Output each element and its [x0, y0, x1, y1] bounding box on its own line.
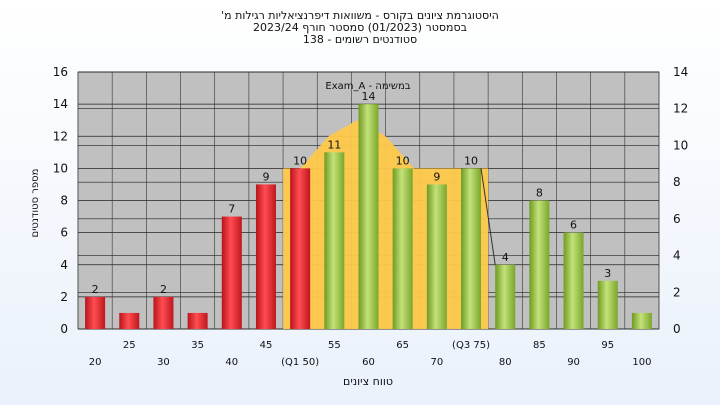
bar-375 — [461, 168, 482, 329]
y-tick-label: 2 — [60, 290, 68, 304]
y2-tick-label: 10 — [673, 138, 688, 152]
x-tick-label: 40 — [225, 357, 238, 368]
y-tick-label: 10 — [53, 161, 68, 175]
bar-80 — [495, 264, 516, 329]
bar-70 — [426, 184, 447, 329]
y2-tick-label: 14 — [673, 65, 688, 79]
y2-tick-label: 8 — [673, 175, 681, 189]
x-tick-label: 95 — [601, 340, 614, 351]
x-tick-label: 85 — [533, 340, 546, 351]
x-tick-label: 25 — [123, 340, 136, 351]
bar-30 — [153, 296, 174, 329]
x-tick-label: 30 — [157, 357, 170, 368]
bar-90 — [563, 232, 584, 329]
bar-65 — [392, 168, 413, 329]
y-axis-label: מספר סטודנטים — [30, 169, 41, 238]
bar-95 — [597, 280, 618, 329]
bar-45 — [255, 184, 276, 329]
y2-tick-label: 4 — [673, 249, 681, 263]
data-label: 9 — [262, 170, 269, 183]
x-tick-label: 100 — [632, 357, 651, 368]
x-tick-label: (Q3 75) — [452, 340, 490, 351]
data-label: 10 — [293, 154, 307, 167]
data-label: 7 — [228, 203, 235, 216]
title-line-3: סטודנטים רשומים - 138 — [302, 33, 418, 46]
x-tick-label: 55 — [328, 340, 341, 351]
x-tick-label: 20 — [89, 357, 102, 368]
data-label: 3 — [604, 267, 611, 280]
data-label: 10 — [396, 154, 410, 167]
bar-35 — [187, 312, 208, 329]
data-label: 9 — [433, 170, 440, 183]
bars-group — [85, 104, 652, 329]
data-label: 4 — [502, 251, 509, 264]
y-tick-label: 8 — [60, 194, 68, 208]
title-line-2: בסמסטר (01/2023) סמסטר חורף 2023/24 — [253, 21, 467, 34]
x-tick-label: 70 — [430, 357, 443, 368]
x-tick-label: 45 — [260, 340, 273, 351]
x-axis: 20 25 30 35 40 45 (Q1 50) 55 60 65 70 (Q3 75) 80 85 90… — [89, 340, 652, 368]
y2-tick-label: 0 — [673, 322, 681, 336]
data-label: 2 — [160, 283, 167, 296]
title-line-1: היסטוגרמת ציונים בקורס - משוואות דיפרנצי… — [221, 9, 499, 22]
x-tick-label: 35 — [191, 340, 204, 351]
y-tick-label: 4 — [60, 258, 68, 272]
bar-25 — [119, 312, 140, 329]
y-tick-label: 6 — [60, 226, 68, 240]
y-tick-label: 14 — [53, 97, 68, 111]
data-label: 10 — [464, 154, 478, 167]
y-axis-left: 0 2 4 6 8 10 12 14 16 — [53, 65, 68, 336]
data-labels-group: 2 2 7 9 10 11 14 10 9 10 4 8 6 3 — [92, 90, 612, 296]
y-tick-label: 0 — [60, 322, 68, 336]
data-label: 14 — [362, 90, 376, 103]
x-tick-label: 90 — [567, 357, 580, 368]
bar-60 — [358, 104, 379, 329]
x-tick-label: 65 — [396, 340, 409, 351]
data-label: 6 — [570, 219, 577, 232]
y2-tick-label: 12 — [673, 102, 688, 116]
data-label: 2 — [92, 283, 99, 296]
x-tick-label: (Q1 50) — [281, 357, 319, 368]
bar-85 — [529, 200, 550, 329]
bar-20 — [85, 296, 106, 329]
bar-40 — [221, 216, 242, 329]
data-label: 8 — [536, 187, 543, 200]
bar-150 — [290, 168, 311, 329]
y2-tick-label: 6 — [673, 212, 681, 226]
data-label: 11 — [327, 138, 341, 151]
y-axis-right: 0 2 4 6 8 10 12 14 — [673, 65, 688, 336]
x-tick-label: 80 — [499, 357, 512, 368]
q3-marker-line — [480, 168, 496, 265]
y-tick-label: 16 — [53, 65, 68, 79]
chart-title: היסטוגרמת ציונים בקורס - משוואות דיפרנצי… — [0, 10, 720, 46]
bar-55 — [324, 152, 345, 329]
x-tick-label: 60 — [362, 357, 375, 368]
x-axis-label: טווח ציונים — [343, 375, 393, 388]
series-label: Exam_A - במשימה — [325, 81, 410, 92]
y-tick-label: 12 — [53, 129, 68, 143]
bar-100 — [631, 312, 652, 329]
y2-tick-label: 2 — [673, 285, 681, 299]
